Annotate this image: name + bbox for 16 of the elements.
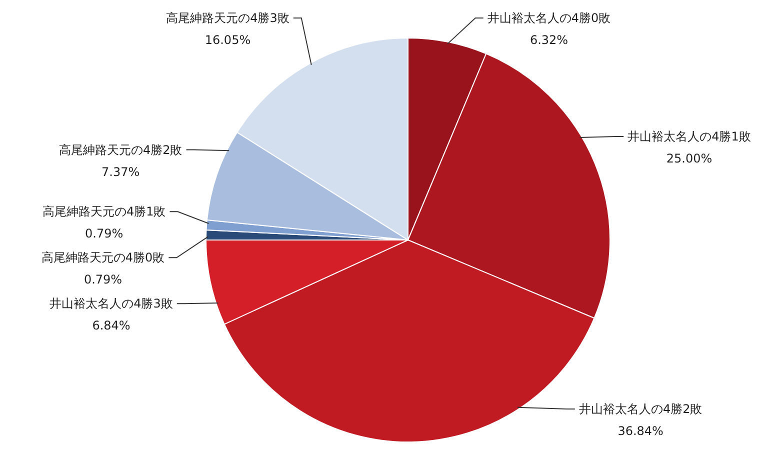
data-label: 0.79% — [84, 272, 122, 287]
slice-label: 井山裕太名人の4勝0敗 — [487, 11, 611, 25]
slice-label: 高尾紳路天元の4勝2敗 — [58, 142, 182, 157]
slice-label: 高尾紳路天元の4勝3敗 — [166, 11, 290, 25]
data-label: 16.05% — [204, 33, 251, 47]
slice-label: 高尾紳路天元の4勝1敗 — [42, 204, 166, 219]
slice-label: 井山裕太名人の4勝1敗 — [628, 129, 751, 144]
data-label: 25.00% — [666, 151, 712, 166]
data-label: 0.79% — [85, 226, 124, 241]
data-label: 6.32% — [530, 33, 568, 47]
data-label: 7.37% — [102, 164, 140, 179]
data-label: 36.84% — [618, 424, 664, 438]
slice-label: 井山裕太名人の4勝3敗 — [50, 296, 173, 311]
slice-label: 井山裕太名人の4勝2敗 — [578, 402, 702, 416]
slice-label: 高尾紳路天元の4勝0敗 — [41, 250, 165, 265]
data-label: 6.84% — [92, 318, 130, 333]
